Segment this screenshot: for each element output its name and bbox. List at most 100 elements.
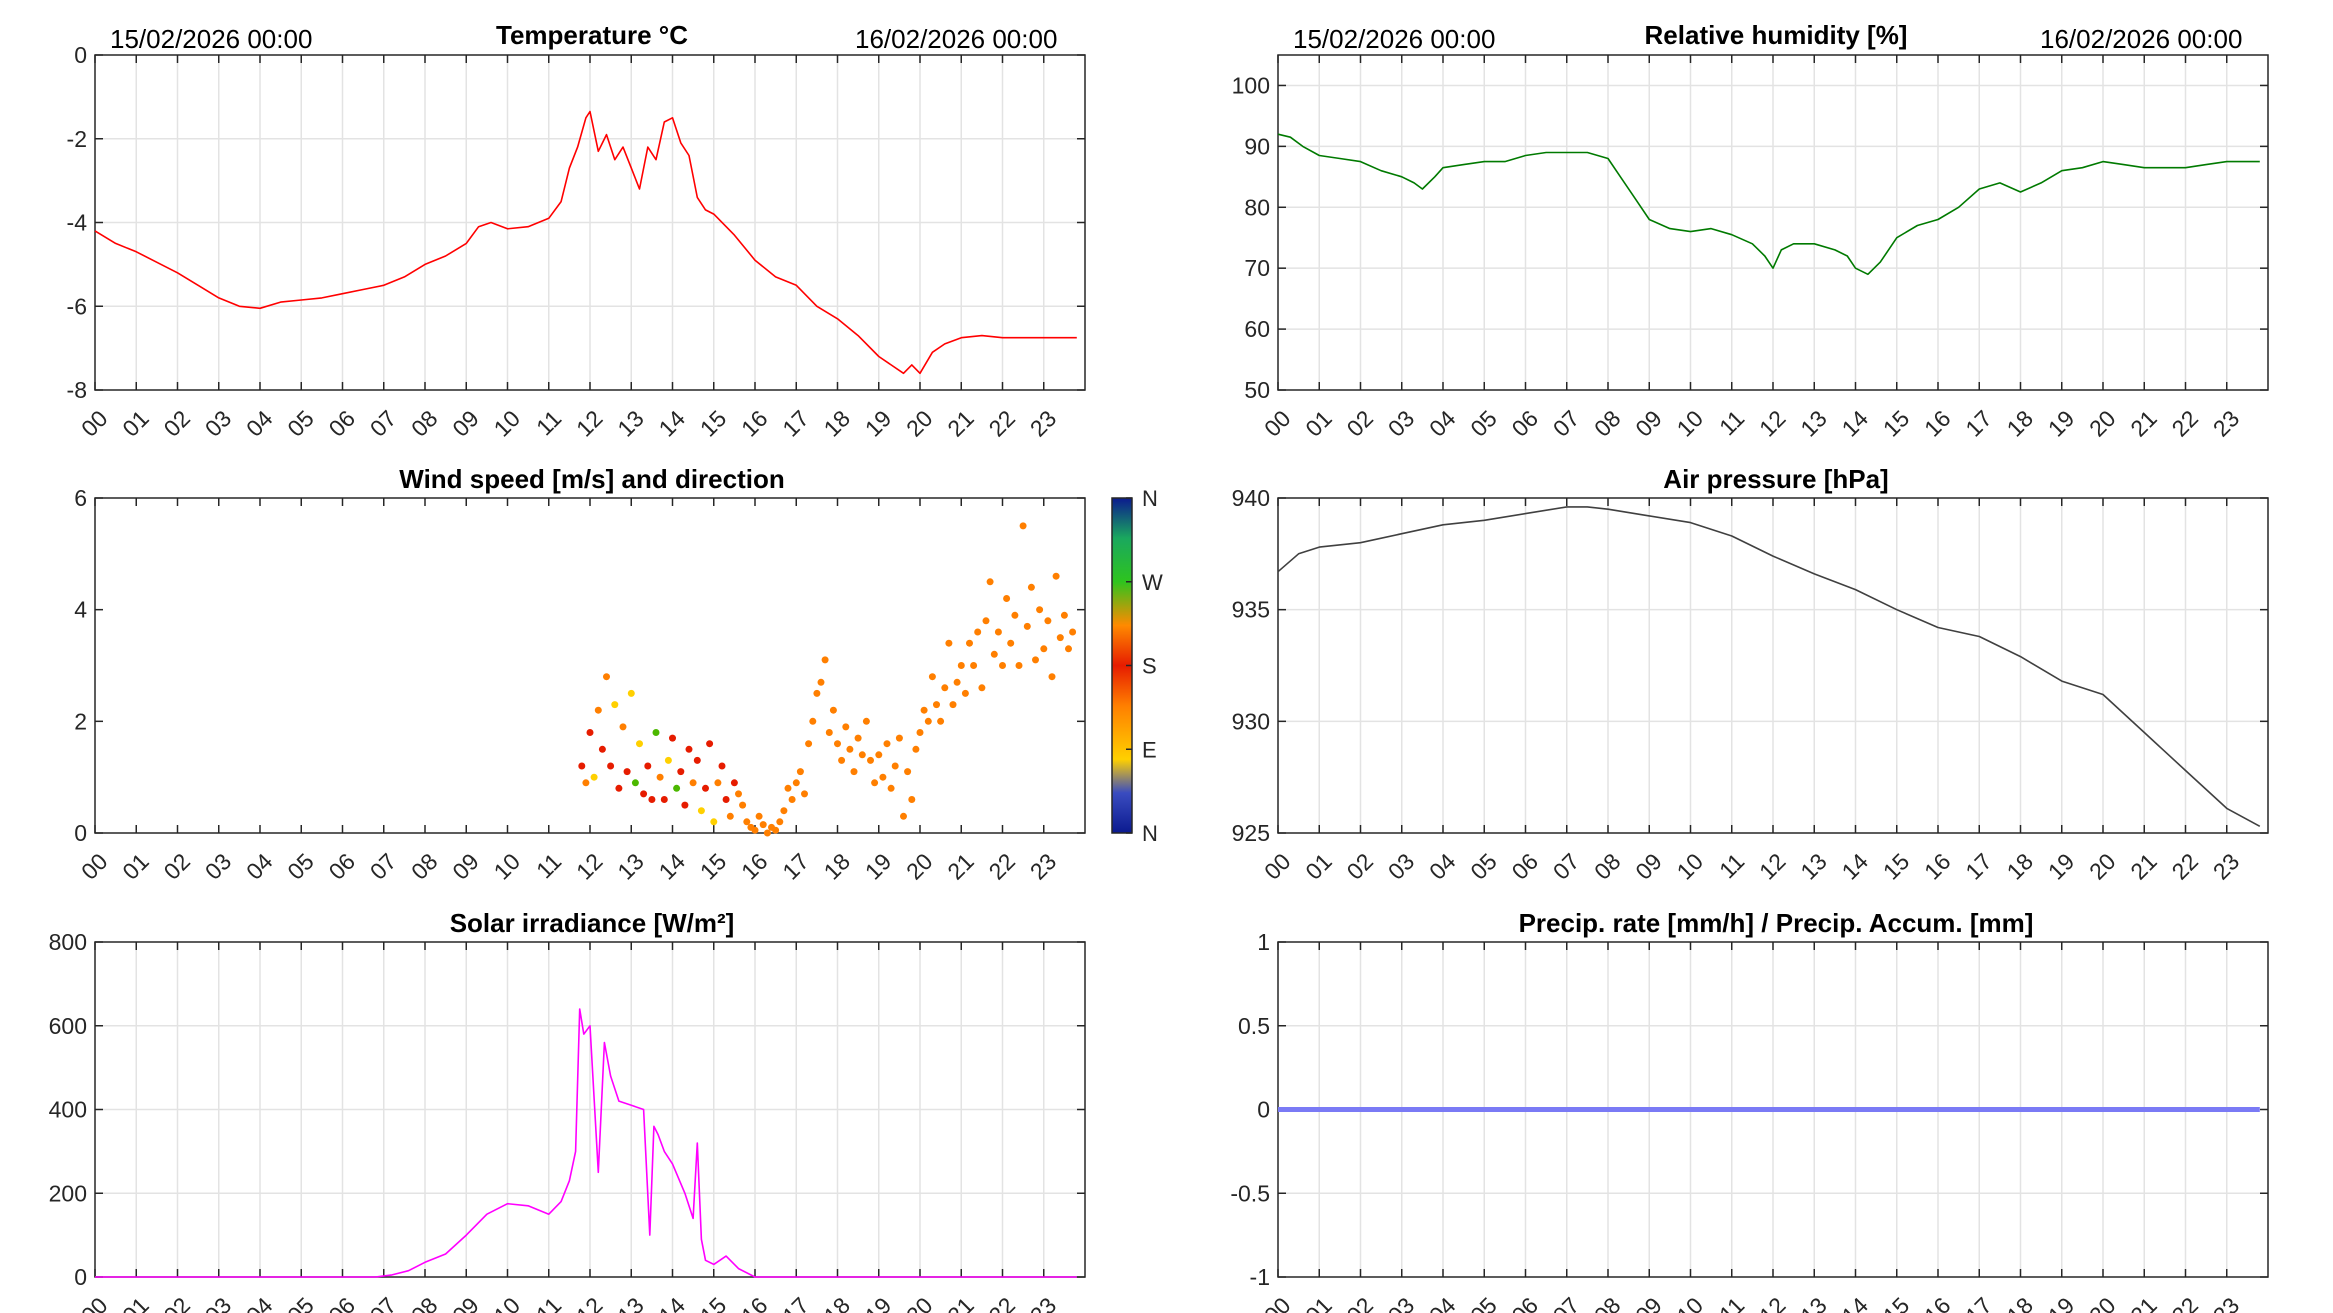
x-tick-label: 13 — [1795, 1292, 1831, 1313]
wind-title: Wind speed [m/s] and direction — [399, 464, 784, 494]
colorbar-label: N — [1142, 821, 1158, 846]
x-tick-label: 20 — [2084, 405, 2120, 441]
wind-point — [895, 734, 903, 742]
x-tick-label: 23 — [2208, 1292, 2244, 1313]
x-tick-label: 02 — [1342, 1292, 1378, 1313]
x-tick-label: 14 — [654, 1292, 691, 1313]
wind-point — [834, 740, 841, 748]
x-tick-label: 03 — [1383, 1292, 1419, 1313]
x-tick-label: 08 — [1589, 848, 1625, 884]
y-tick-label: 400 — [49, 1097, 87, 1123]
wind-point — [999, 662, 1006, 669]
wind-point — [755, 812, 763, 820]
wind-point — [1007, 639, 1015, 647]
x-tick-label: 07 — [1548, 848, 1584, 884]
wind-point — [1032, 656, 1039, 664]
y-tick-label: 60 — [1244, 316, 1270, 342]
x-tick-label: 00 — [1259, 405, 1295, 441]
y-tick-label: 1 — [1257, 929, 1270, 955]
x-tick-label: 20 — [901, 405, 937, 441]
x-tick-label: 22 — [984, 1292, 1020, 1313]
x-tick-label: 09 — [1630, 848, 1666, 884]
x-tick-label: 04 — [241, 1292, 278, 1313]
y-tick-label: -6 — [67, 293, 87, 319]
y-tick-label: -4 — [67, 210, 88, 236]
x-tick-label: 15 — [1878, 1292, 1914, 1313]
x-tick-label: 01 — [117, 848, 153, 884]
x-tick-label: 00 — [1259, 1292, 1295, 1313]
x-tick-label: 05 — [282, 1292, 318, 1313]
x-tick-label: 11 — [1714, 405, 1749, 440]
wind-point — [730, 779, 738, 787]
x-tick-label: 20 — [2084, 1292, 2120, 1313]
wind-point — [673, 784, 681, 792]
x-tick-label: 23 — [2208, 848, 2244, 884]
x-tick-label: 09 — [447, 405, 483, 441]
wind-direction-colorbar-labels: N W S E N — [1126, 486, 1163, 846]
x-tick-label: 15 — [695, 848, 731, 884]
wind-point — [801, 790, 808, 798]
wind-point — [615, 784, 623, 792]
wind-point — [611, 701, 619, 709]
x-tick-label: 02 — [159, 405, 195, 441]
x-tick-label: 21 — [942, 405, 978, 441]
x-tick-label: 12 — [1754, 405, 1790, 441]
wind-point — [660, 796, 668, 803]
wind-point — [970, 662, 978, 669]
x-tick-label: 21 — [2125, 848, 2161, 884]
wind-point — [607, 762, 615, 770]
x-tick-label: 18 — [819, 1292, 855, 1313]
x-tick-label: 09 — [1630, 1292, 1666, 1313]
wind-point — [821, 656, 829, 664]
x-tick-label: 14 — [654, 848, 691, 885]
wind-point — [664, 756, 672, 764]
temperature-date-start: 15/02/2026 00:00 — [110, 24, 312, 54]
x-tick-label: 07 — [365, 848, 401, 884]
y-tick-label: 0 — [74, 42, 87, 68]
humidity-series-line — [1277, 133, 2260, 276]
wind-point — [776, 818, 784, 826]
wind-point — [636, 740, 643, 748]
wind-point — [854, 734, 862, 742]
x-tick-label: 05 — [282, 848, 318, 884]
x-tick-label: 22 — [2167, 848, 2203, 884]
x-tick-label: 12 — [1754, 1292, 1790, 1313]
wind-point — [788, 796, 796, 803]
wind-point — [656, 773, 664, 781]
wind-point — [961, 689, 969, 697]
humidity-title: Relative humidity [%] — [1645, 20, 1908, 50]
wind-point — [590, 773, 598, 781]
x-tick-label: 23 — [1025, 405, 1061, 441]
wind-point — [689, 779, 697, 787]
wind-point — [586, 729, 594, 736]
x-tick-label: 13 — [612, 1292, 648, 1313]
wind-point — [994, 628, 1002, 636]
wind-point — [784, 784, 792, 792]
x-tick-label: 04 — [241, 848, 278, 885]
wind-point — [949, 701, 957, 709]
humidity-chart: 00 01 02 03 04 05 06 07 08 09 10 11 12 13 14 15 16 17 18 19… — [1232, 54, 2269, 442]
wind-point — [933, 701, 940, 709]
x-tick-label: 12 — [571, 405, 607, 441]
temperature-date-end: 16/02/2026 00:00 — [855, 24, 1057, 54]
wind-point — [739, 801, 747, 809]
wind-point — [1019, 522, 1027, 530]
wind-point — [1052, 572, 1060, 580]
wind-point — [796, 768, 804, 776]
colorbar-label: E — [1142, 737, 1157, 762]
humidity-date-end: 16/02/2026 00:00 — [2040, 24, 2242, 54]
y-tick-label: 0.5 — [1238, 1013, 1270, 1039]
x-tick-label: 12 — [1754, 848, 1790, 884]
wind-point — [842, 723, 850, 731]
x-tick-label: 19 — [2043, 848, 2079, 884]
wind-point — [743, 818, 751, 826]
wind-point — [867, 756, 874, 764]
wind-point — [685, 745, 693, 753]
wind-point — [693, 756, 701, 764]
x-tick-label: 01 — [1300, 1292, 1336, 1313]
pressure-title: Air pressure [hPa] — [1663, 464, 1888, 494]
y-tick-label: 800 — [49, 929, 87, 955]
wind-point — [644, 762, 652, 770]
y-tick-label: 90 — [1244, 133, 1270, 159]
x-tick-label: 23 — [1025, 1292, 1061, 1313]
